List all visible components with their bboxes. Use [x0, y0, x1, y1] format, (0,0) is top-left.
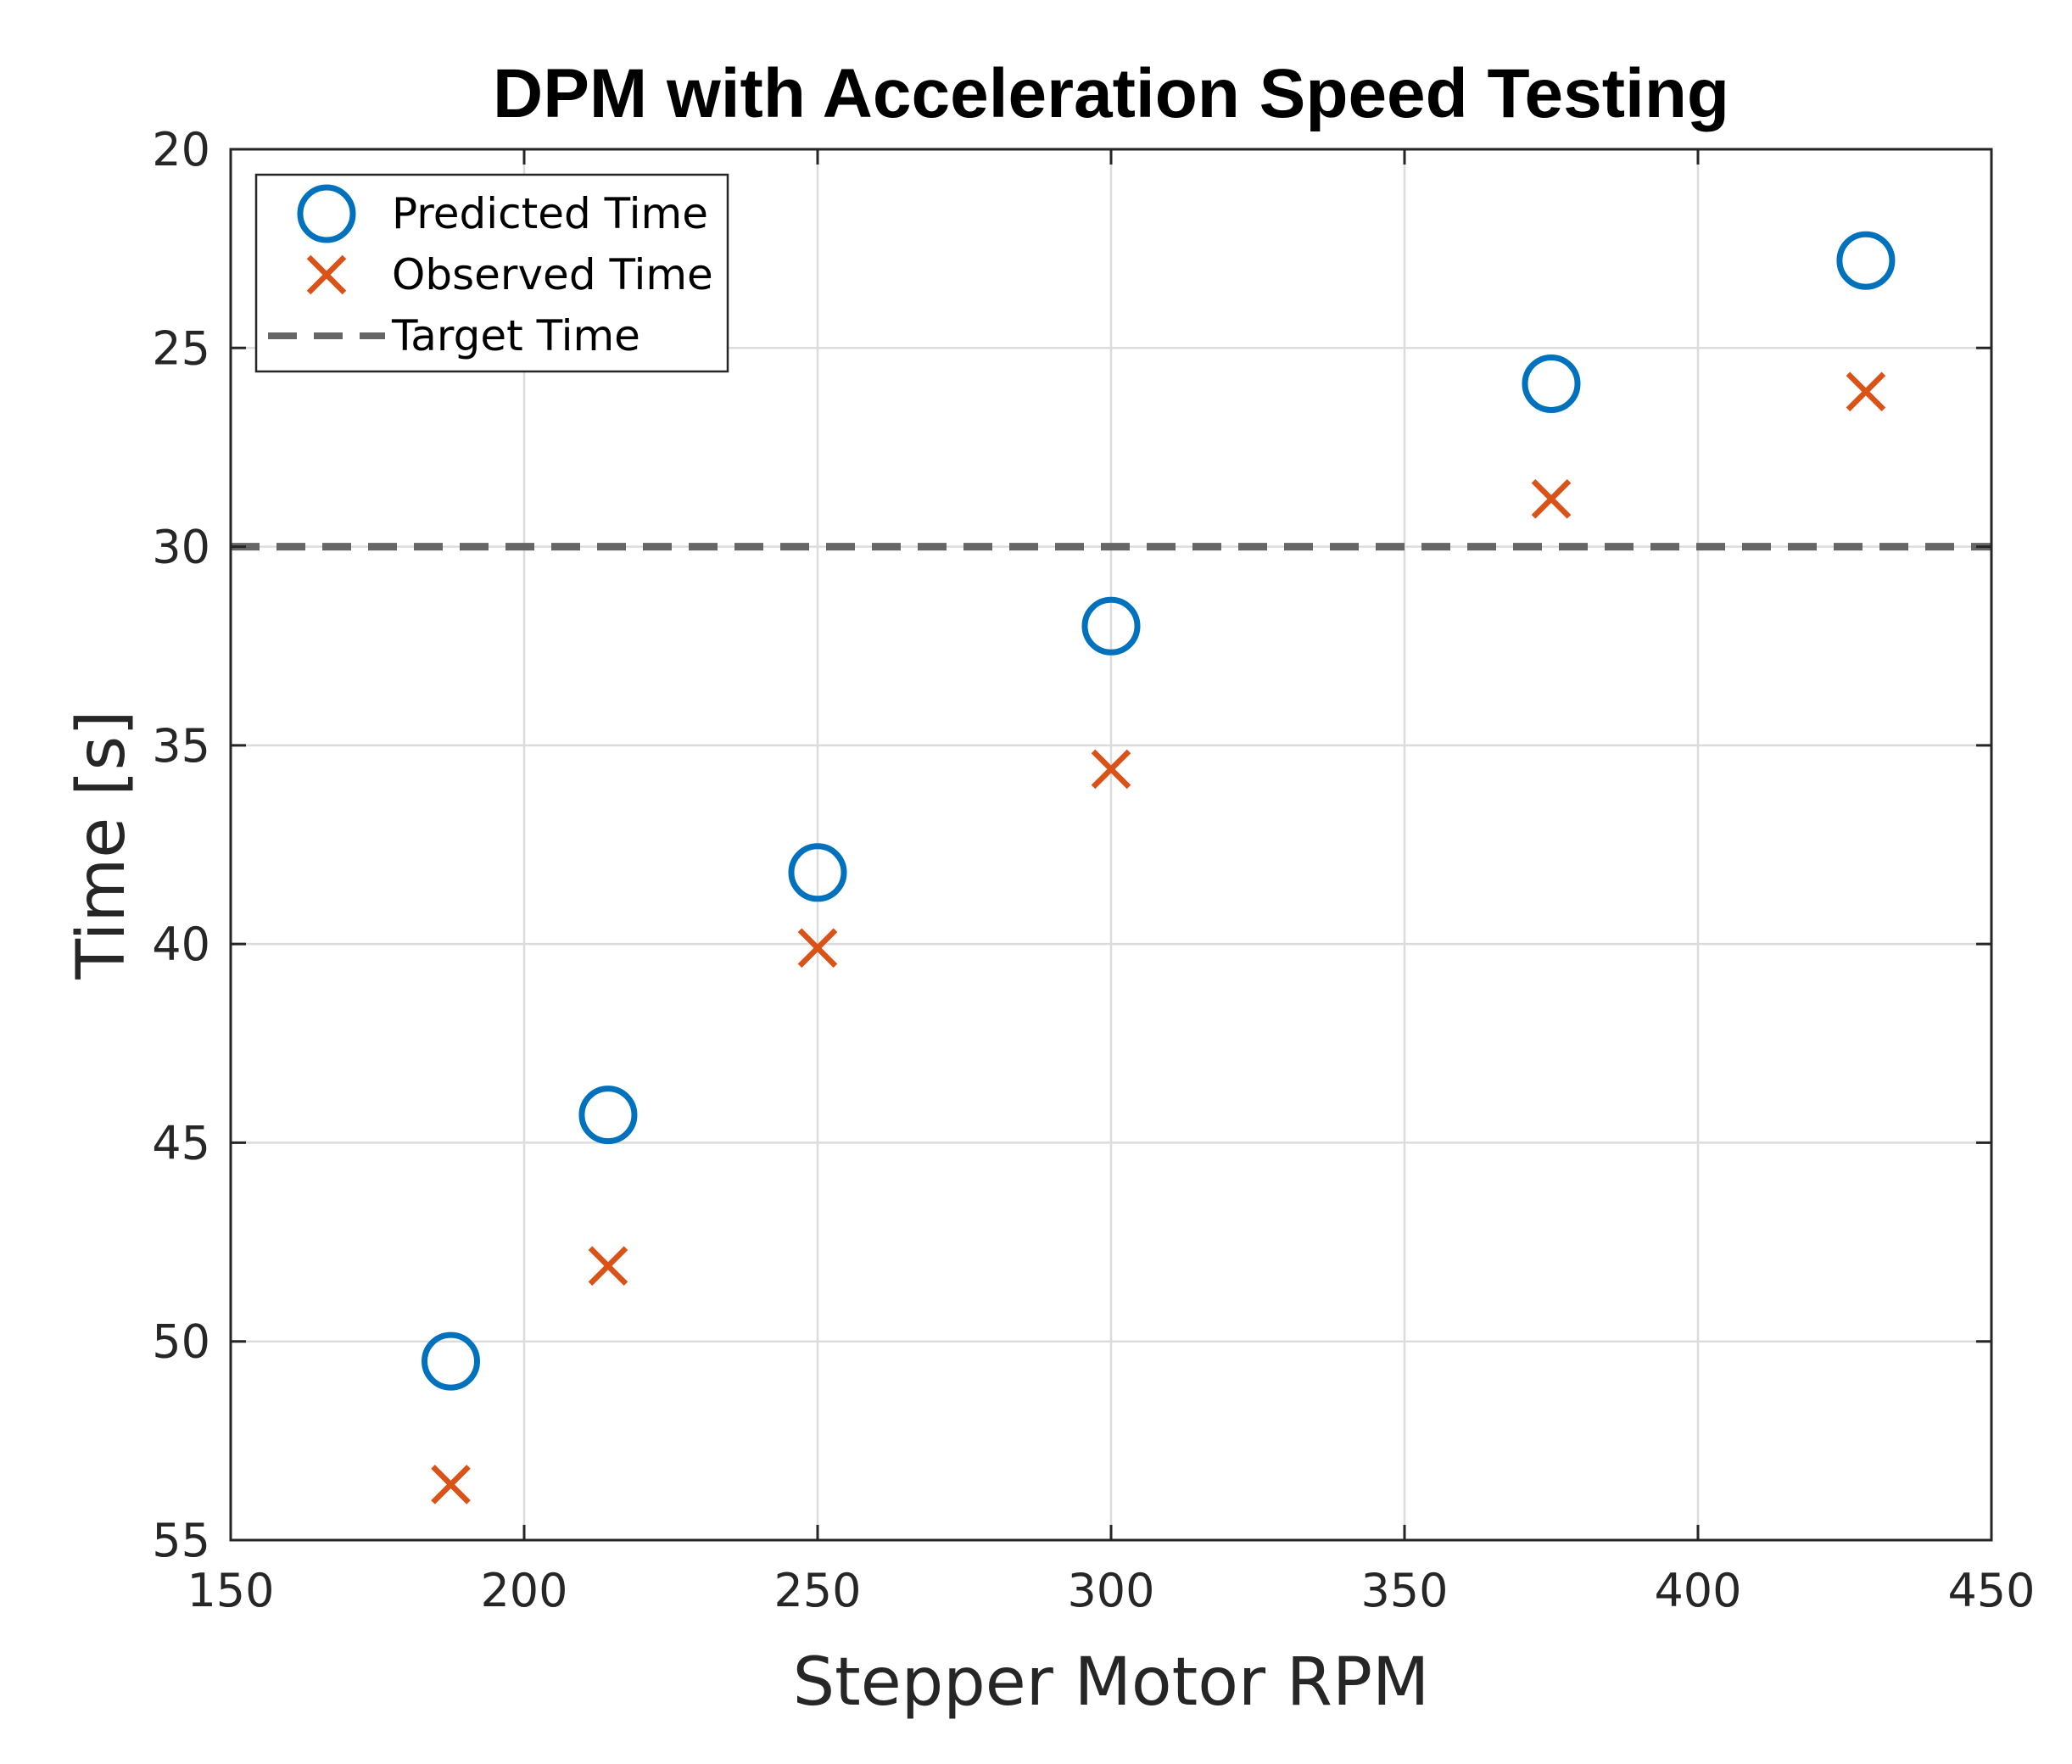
chart-title: DPM with Acceleration Speed Testing	[493, 55, 1729, 132]
x-marker-stroke	[306, 254, 347, 295]
y-tick-label: 50	[152, 1315, 210, 1369]
predicted-time-point	[578, 1086, 638, 1145]
x-marker-stroke	[1091, 749, 1131, 790]
legend-item: Target Time	[268, 311, 640, 360]
observed-time-point	[588, 1246, 628, 1286]
x-tick-label: 200	[480, 1564, 567, 1617]
predicted-time-series	[422, 231, 1896, 1391]
axis-ticks: 150 200 250 300 350 400 450 20 25 30 35 40 45 50 55	[152, 123, 2035, 1617]
observed-time-point	[1091, 749, 1131, 790]
legend-label: Predicted Time	[392, 189, 708, 238]
y-tick-label: 55	[152, 1514, 210, 1567]
x-marker-stroke	[797, 928, 838, 969]
grid-lines	[229, 148, 1993, 1542]
x-tick-label: 350	[1360, 1564, 1448, 1617]
x-tick-label: 400	[1654, 1564, 1741, 1617]
x-tick-label: 450	[1947, 1564, 2035, 1617]
legend-label: Target Time	[391, 311, 640, 360]
legend-label: Observed Time	[392, 250, 713, 299]
x-marker-stroke	[1846, 371, 1886, 412]
legend-item: Predicted Time	[297, 184, 708, 243]
predicted-time-point	[1081, 596, 1141, 656]
data-series	[422, 231, 1896, 1504]
legend-circle-icon	[297, 184, 356, 243]
y-axis-label: Time [s]	[64, 710, 140, 980]
observed-time-point	[431, 1465, 471, 1504]
observed-time-point	[1531, 479, 1572, 519]
y-tick-label: 20	[152, 123, 210, 176]
predicted-time-point	[1522, 354, 1581, 413]
legend: Predicted Time Observed Time Target Time	[254, 173, 729, 373]
x-axis-label: Stepper Motor RPM	[793, 1644, 1430, 1721]
predicted-time-point	[1836, 231, 1896, 290]
predicted-time-point	[788, 843, 847, 902]
y-tick-label: 40	[152, 918, 210, 971]
legend-x-icon	[306, 254, 347, 295]
observed-time-series	[431, 371, 1886, 1504]
observed-time-point	[797, 928, 838, 969]
legend-item: Observed Time	[306, 250, 713, 299]
x-marker-stroke	[1531, 479, 1572, 519]
y-tick-label: 30	[152, 521, 210, 574]
y-tick-label: 25	[152, 321, 210, 375]
x-tick-label: 250	[774, 1564, 861, 1617]
y-tick-label: 35	[152, 719, 210, 773]
x-marker-stroke	[588, 1246, 628, 1286]
x-tick-label: 300	[1067, 1564, 1154, 1617]
x-marker-stroke	[431, 1465, 471, 1504]
y-tick-label: 45	[152, 1116, 210, 1169]
predicted-time-point	[422, 1331, 480, 1391]
observed-time-point	[1846, 371, 1886, 412]
x-tick-label: 150	[187, 1564, 274, 1617]
